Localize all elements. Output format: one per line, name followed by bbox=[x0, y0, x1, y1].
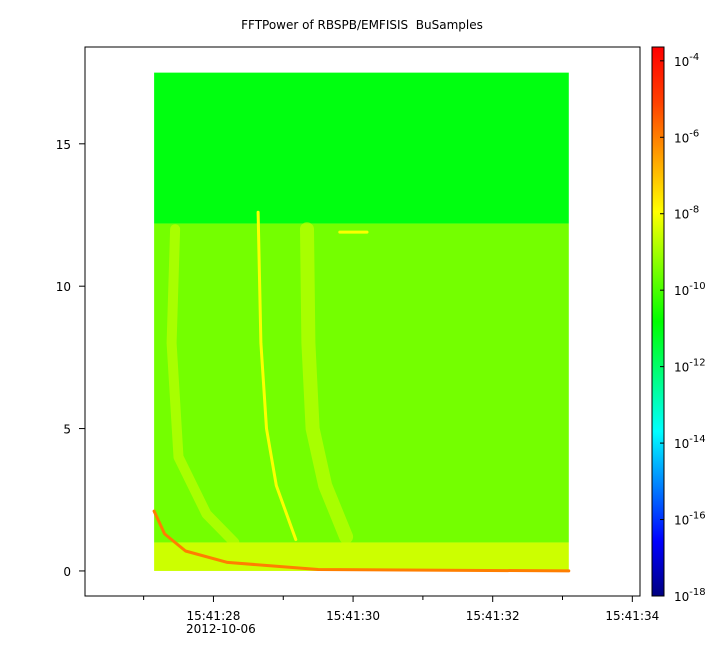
colorbar-tick-label: 10-10 bbox=[674, 281, 706, 298]
tick-exponent: -16 bbox=[689, 511, 705, 522]
colorbar bbox=[651, 46, 665, 597]
tick-base: 10 bbox=[674, 284, 689, 298]
tick-exponent: -14 bbox=[689, 434, 705, 445]
y-tick-label: 5 bbox=[63, 423, 71, 437]
spectrogram-trace bbox=[300, 222, 354, 544]
tick-base: 10 bbox=[674, 208, 689, 222]
colorbar-tick-label: 10-14 bbox=[674, 434, 706, 451]
x-tick-label: 15:41:28 bbox=[186, 609, 240, 623]
tick-exponent: -8 bbox=[689, 205, 699, 216]
tick-base: 10 bbox=[674, 361, 689, 375]
colorbar-tick-label: 10-6 bbox=[674, 128, 699, 145]
tick-base: 10 bbox=[674, 55, 689, 69]
x-tick-label: 15:41:30 bbox=[326, 609, 380, 623]
spectrogram-trace bbox=[166, 224, 240, 548]
tick-exponent: -4 bbox=[689, 52, 699, 63]
colorbar-tick-label: 10-4 bbox=[674, 52, 699, 69]
tick-exponent: -18 bbox=[689, 587, 705, 598]
plot-frame bbox=[84, 46, 641, 597]
chart-title: FFTPower of RBSPB/EMFISIS BuSamples bbox=[241, 18, 483, 32]
tick-base: 10 bbox=[674, 590, 689, 604]
tick-exponent: -10 bbox=[689, 281, 705, 292]
y-tick-label: 10 bbox=[56, 280, 71, 294]
tick-exponent: -6 bbox=[689, 128, 699, 139]
colorbar-tick-label: 10-8 bbox=[674, 205, 699, 222]
colorbar-tick-label: 10-18 bbox=[674, 587, 706, 604]
tick-base: 10 bbox=[674, 437, 689, 451]
spectrogram-region bbox=[154, 542, 569, 571]
tick-base: 10 bbox=[674, 514, 689, 528]
x-tick-label: 15:41:34 bbox=[605, 609, 659, 623]
tick-base: 10 bbox=[674, 131, 689, 145]
colorbar-tick-label: 10-16 bbox=[674, 511, 706, 528]
y-tick-label: 15 bbox=[56, 138, 71, 152]
x-tick-label: 15:41:32 bbox=[466, 609, 520, 623]
spectrogram-trace bbox=[256, 210, 298, 542]
x-sublabel: 2012-10-06 bbox=[186, 622, 256, 636]
spectrogram-region bbox=[154, 72, 569, 224]
tick-exponent: -12 bbox=[689, 358, 705, 369]
colorbar-tick-label: 10-12 bbox=[674, 358, 706, 375]
spectrogram-trace bbox=[152, 509, 571, 573]
spectrogram-region bbox=[154, 223, 569, 543]
y-tick-label: 0 bbox=[63, 565, 71, 579]
